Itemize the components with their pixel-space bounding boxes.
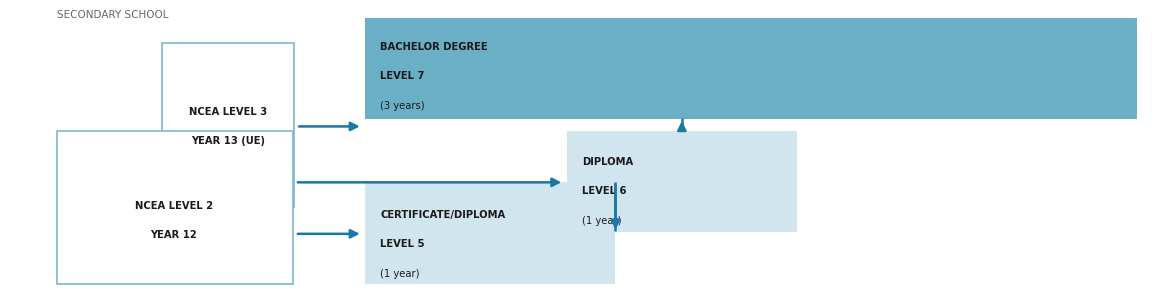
Text: CERTIFICATE/DIPLOMA: CERTIFICATE/DIPLOMA <box>380 210 506 220</box>
Text: NCEA LEVEL 2: NCEA LEVEL 2 <box>134 201 213 211</box>
Text: (1 year): (1 year) <box>582 216 621 226</box>
Text: LEVEL 7: LEVEL 7 <box>380 71 424 81</box>
FancyBboxPatch shape <box>364 182 616 284</box>
Text: NCEA LEVEL 3: NCEA LEVEL 3 <box>189 107 267 117</box>
FancyBboxPatch shape <box>162 42 294 207</box>
FancyBboxPatch shape <box>57 131 293 284</box>
Text: DIPLOMA: DIPLOMA <box>582 157 633 167</box>
Text: SECONDARY SCHOOL: SECONDARY SCHOOL <box>57 10 169 20</box>
Text: (1 year): (1 year) <box>380 268 419 279</box>
FancyBboxPatch shape <box>566 131 798 232</box>
Text: YEAR 13 (UE): YEAR 13 (UE) <box>192 136 265 146</box>
Text: LEVEL 6: LEVEL 6 <box>582 186 626 196</box>
Text: LEVEL 5: LEVEL 5 <box>380 239 425 249</box>
Text: (3 years): (3 years) <box>380 101 425 111</box>
Text: BACHELOR DEGREE: BACHELOR DEGREE <box>380 42 488 52</box>
Text: YEAR 12: YEAR 12 <box>151 230 197 240</box>
FancyBboxPatch shape <box>364 18 1138 119</box>
